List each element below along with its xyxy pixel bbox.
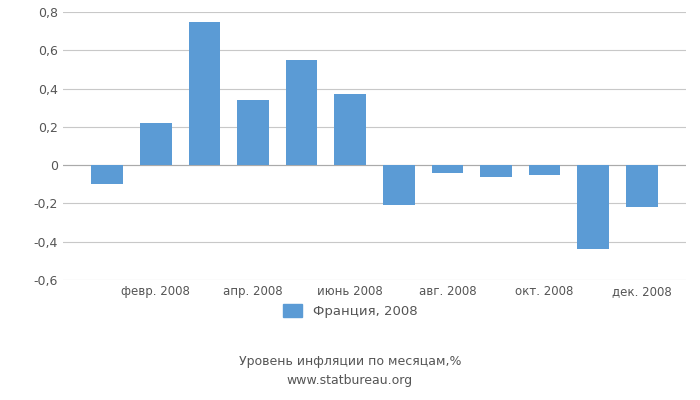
Bar <box>432 165 463 173</box>
Bar <box>335 94 366 165</box>
Text: www.statbureau.org: www.statbureau.org <box>287 374 413 387</box>
Bar <box>626 165 658 207</box>
Legend: Франция, 2008: Франция, 2008 <box>277 299 423 324</box>
Bar <box>480 165 512 177</box>
Bar <box>237 100 269 165</box>
Bar <box>529 165 561 175</box>
Text: Уровень инфляции по месяцам,%: Уровень инфляции по месяцам,% <box>239 356 461 368</box>
Bar <box>383 165 414 205</box>
Bar <box>578 165 609 249</box>
Bar <box>188 22 220 165</box>
Bar <box>286 60 317 165</box>
Bar <box>91 165 123 184</box>
Bar <box>140 123 172 165</box>
